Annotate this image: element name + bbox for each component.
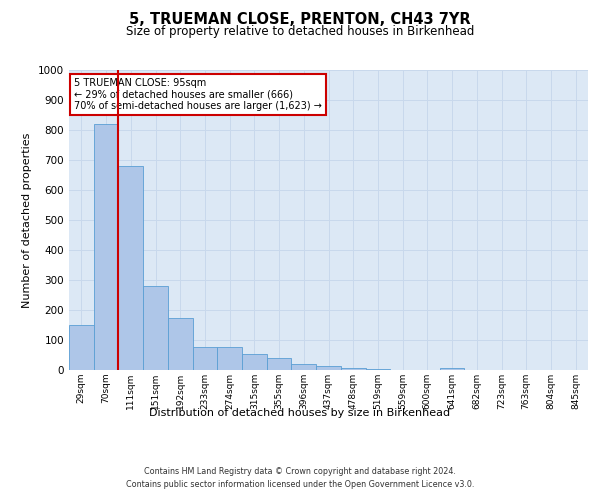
Bar (341, 368, 365, 370)
Bar (69, 325, 94, 370)
Bar (143, 286, 168, 370)
Text: 5 TRUEMAN CLOSE: 95sqm
← 29% of detached houses are smaller (666)
70% of semi-de: 5 TRUEMAN CLOSE: 95sqm ← 29% of detached… (74, 78, 322, 110)
Bar (292, 364, 316, 370)
Text: Contains HM Land Registry data © Crown copyright and database right 2024.
Contai: Contains HM Land Registry data © Crown c… (126, 468, 474, 489)
Bar (440, 368, 464, 370)
Bar (365, 369, 390, 370)
Text: 5, TRUEMAN CLOSE, PRENTON, CH43 7YR: 5, TRUEMAN CLOSE, PRENTON, CH43 7YR (129, 12, 471, 28)
Bar (242, 354, 267, 370)
Bar (118, 166, 143, 370)
Y-axis label: Number of detached properties: Number of detached properties (22, 132, 32, 308)
Bar (94, 124, 118, 370)
Bar (316, 366, 341, 370)
Text: Size of property relative to detached houses in Birkenhead: Size of property relative to detached ho… (126, 25, 474, 38)
Bar (168, 318, 193, 370)
Bar (267, 358, 292, 370)
Bar (217, 346, 242, 370)
Bar (193, 346, 217, 370)
Text: Distribution of detached houses by size in Birkenhead: Distribution of detached houses by size … (149, 408, 451, 418)
